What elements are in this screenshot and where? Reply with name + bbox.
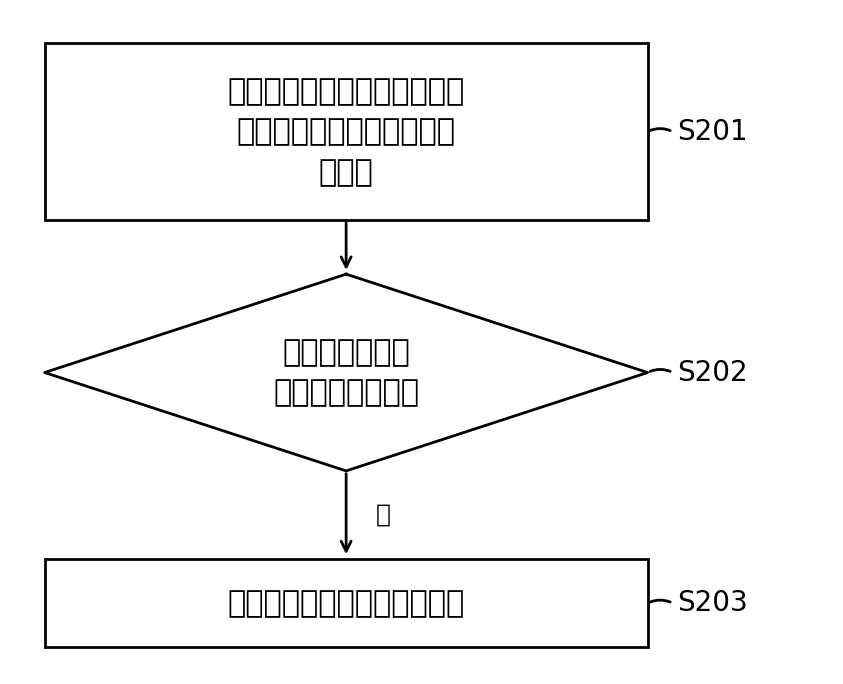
Text: 利用所述光源对所取的所述景
象执行所述曝光操作，得到
亮度值: 利用所述光源对所取的所述景 象执行所述曝光操作，得到 亮度值 — [228, 77, 464, 187]
Text: 判断所述亮度值
是否处于预设范围: 判断所述亮度值 是否处于预设范围 — [273, 338, 419, 407]
Text: S203: S203 — [677, 589, 748, 617]
Bar — [45, 559, 647, 647]
Text: 抓取得到曝光稳定的所述图像: 抓取得到曝光稳定的所述图像 — [228, 589, 464, 618]
Text: S202: S202 — [677, 358, 748, 386]
Text: 是: 是 — [375, 503, 390, 527]
Text: S201: S201 — [677, 118, 748, 146]
Bar — [45, 44, 647, 220]
